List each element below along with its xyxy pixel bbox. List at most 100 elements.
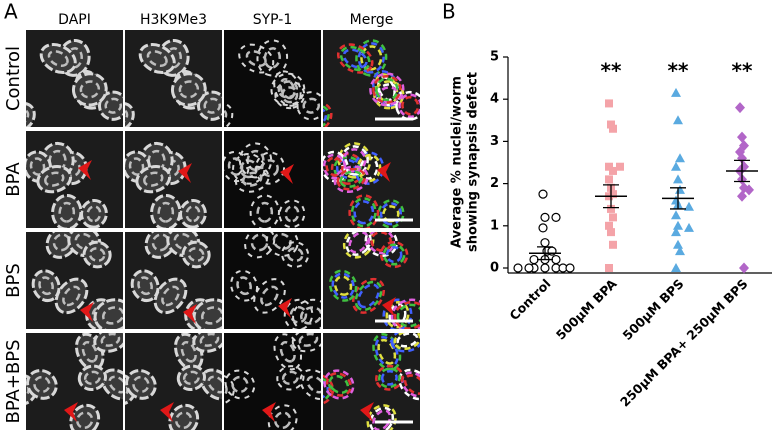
micrograph xyxy=(224,30,321,127)
nucleus-inner xyxy=(281,370,299,385)
data-point xyxy=(538,189,548,199)
arrowhead xyxy=(377,162,391,182)
row-label: BPA xyxy=(3,162,24,197)
nucleus xyxy=(331,272,355,299)
nucleus xyxy=(375,77,399,102)
nucleus xyxy=(382,243,406,266)
data-point xyxy=(607,120,615,129)
nucleus xyxy=(125,101,135,127)
data-point xyxy=(737,131,747,143)
row-label: BPA+BPS xyxy=(3,339,24,423)
nucleus xyxy=(138,43,176,75)
micrograph xyxy=(224,131,321,228)
data-point xyxy=(675,153,685,163)
data-point xyxy=(513,263,523,273)
nucleus xyxy=(281,241,310,268)
error-bar xyxy=(670,187,686,210)
data-point xyxy=(605,99,613,108)
nucleus xyxy=(130,269,160,303)
micrograph xyxy=(26,131,123,228)
data-point xyxy=(609,124,617,133)
nucleus-inner xyxy=(277,80,299,99)
nucleus-inner xyxy=(47,50,69,68)
nucleus-inner xyxy=(146,50,168,68)
nucleus xyxy=(26,369,58,400)
nucleus-inner xyxy=(256,201,274,223)
arrowhead xyxy=(178,163,192,183)
nucleus xyxy=(354,280,383,312)
micrograph xyxy=(323,131,420,228)
nucleus xyxy=(369,72,405,107)
nucleus xyxy=(375,83,402,107)
micrograph xyxy=(323,30,420,127)
y-tick-label: 5 xyxy=(490,50,499,65)
nucleus xyxy=(299,369,321,401)
data-point xyxy=(673,115,683,125)
nucleus xyxy=(328,269,358,302)
nucleus xyxy=(323,102,333,127)
nucleus xyxy=(333,155,363,182)
nucleus xyxy=(396,303,420,328)
data-point xyxy=(737,190,747,202)
nucleus xyxy=(234,165,270,193)
nucleus-inner xyxy=(224,108,228,126)
nucleus xyxy=(401,95,420,116)
nucleus xyxy=(378,367,401,389)
nucleus xyxy=(325,372,352,397)
data-point xyxy=(684,222,694,232)
nucleus xyxy=(379,202,403,226)
nucleus xyxy=(339,170,363,188)
data-point xyxy=(540,263,550,273)
nucleus-inner xyxy=(306,375,321,394)
nucleus xyxy=(69,403,101,430)
nucleus xyxy=(181,240,211,269)
nucleus xyxy=(253,278,286,314)
micrograph xyxy=(26,30,123,127)
nucleus-inner xyxy=(125,108,129,126)
nucleus xyxy=(357,283,380,309)
nucleus xyxy=(336,167,366,191)
column-header: Merge xyxy=(350,12,394,28)
micrograph xyxy=(323,333,420,430)
arrowhead xyxy=(262,402,276,422)
y-tick-label: 3 xyxy=(490,134,499,149)
data-point xyxy=(565,263,575,273)
arrowhead xyxy=(183,304,197,324)
arrowhead xyxy=(382,297,396,317)
nucleus-inner xyxy=(279,340,296,363)
nucleus xyxy=(292,298,321,329)
nucleus xyxy=(381,369,398,386)
nucleus xyxy=(385,246,403,264)
nucleus xyxy=(357,42,385,74)
panel-label: B xyxy=(442,0,456,24)
nucleus xyxy=(77,364,108,391)
nucleus xyxy=(375,364,404,391)
nucleus xyxy=(93,333,123,353)
micrograph xyxy=(26,333,123,430)
data-point xyxy=(607,228,615,237)
nucleus xyxy=(176,364,207,391)
nucleus-inner xyxy=(26,108,30,126)
nucleus-inner xyxy=(298,333,319,347)
nucleus xyxy=(377,338,397,365)
nucleus xyxy=(224,150,250,183)
nucleus xyxy=(323,104,330,127)
data-point xyxy=(551,254,561,265)
nucleus xyxy=(51,193,83,228)
nucleus-inner xyxy=(302,97,321,114)
data-point xyxy=(605,221,613,230)
data-point xyxy=(735,102,745,114)
nucleus-inner xyxy=(289,305,308,324)
micrograph xyxy=(224,333,321,430)
nucleus-inner xyxy=(151,233,170,252)
nucleus-inner xyxy=(38,276,54,296)
y-tick-label: 4 xyxy=(490,92,499,107)
nucleus xyxy=(150,193,182,228)
data-point xyxy=(609,240,617,249)
nucleus xyxy=(98,90,123,121)
nucleus xyxy=(342,148,367,173)
data-point xyxy=(675,246,685,256)
row-label: Control xyxy=(3,46,24,111)
micrograph xyxy=(125,333,222,430)
y-tick-label: 2 xyxy=(490,176,499,191)
